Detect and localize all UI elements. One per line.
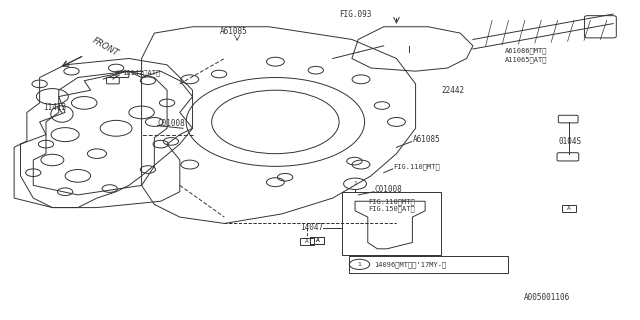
Text: A005001106: A005001106 xyxy=(524,292,570,301)
Bar xyxy=(342,192,441,255)
Text: A: A xyxy=(567,206,571,211)
Text: A61086〈MT〉: A61086〈MT〉 xyxy=(505,47,547,54)
Text: 1: 1 xyxy=(358,262,362,267)
Text: 14047: 14047 xyxy=(300,223,323,232)
Text: 1: 1 xyxy=(353,181,357,186)
Text: A61085: A61085 xyxy=(220,27,248,36)
Text: FIG.110〈MT〉: FIG.110〈MT〉 xyxy=(394,164,440,170)
Text: FIG.150〈AT〉: FIG.150〈AT〉 xyxy=(368,206,415,212)
Text: A: A xyxy=(316,238,319,243)
Text: FIG.093: FIG.093 xyxy=(339,10,371,19)
Text: 22442: 22442 xyxy=(441,86,464,95)
Text: C01008: C01008 xyxy=(157,119,185,128)
Text: FIG.110〈MT〉: FIG.110〈MT〉 xyxy=(368,199,415,205)
Text: FRONT: FRONT xyxy=(91,36,120,59)
Text: C01008: C01008 xyxy=(374,185,402,194)
Text: A11065〈AT〉: A11065〈AT〉 xyxy=(505,57,547,63)
Text: 16142〈AT〉: 16142〈AT〉 xyxy=(122,69,161,76)
Text: 14096〈MT〉〈'17MY-〉: 14096〈MT〉〈'17MY-〉 xyxy=(374,261,447,268)
Text: A: A xyxy=(305,239,309,244)
Text: A61085: A61085 xyxy=(412,135,440,144)
Text: A: A xyxy=(316,238,319,243)
Text: 11413: 11413 xyxy=(43,103,66,112)
Text: 0104S: 0104S xyxy=(559,137,582,146)
